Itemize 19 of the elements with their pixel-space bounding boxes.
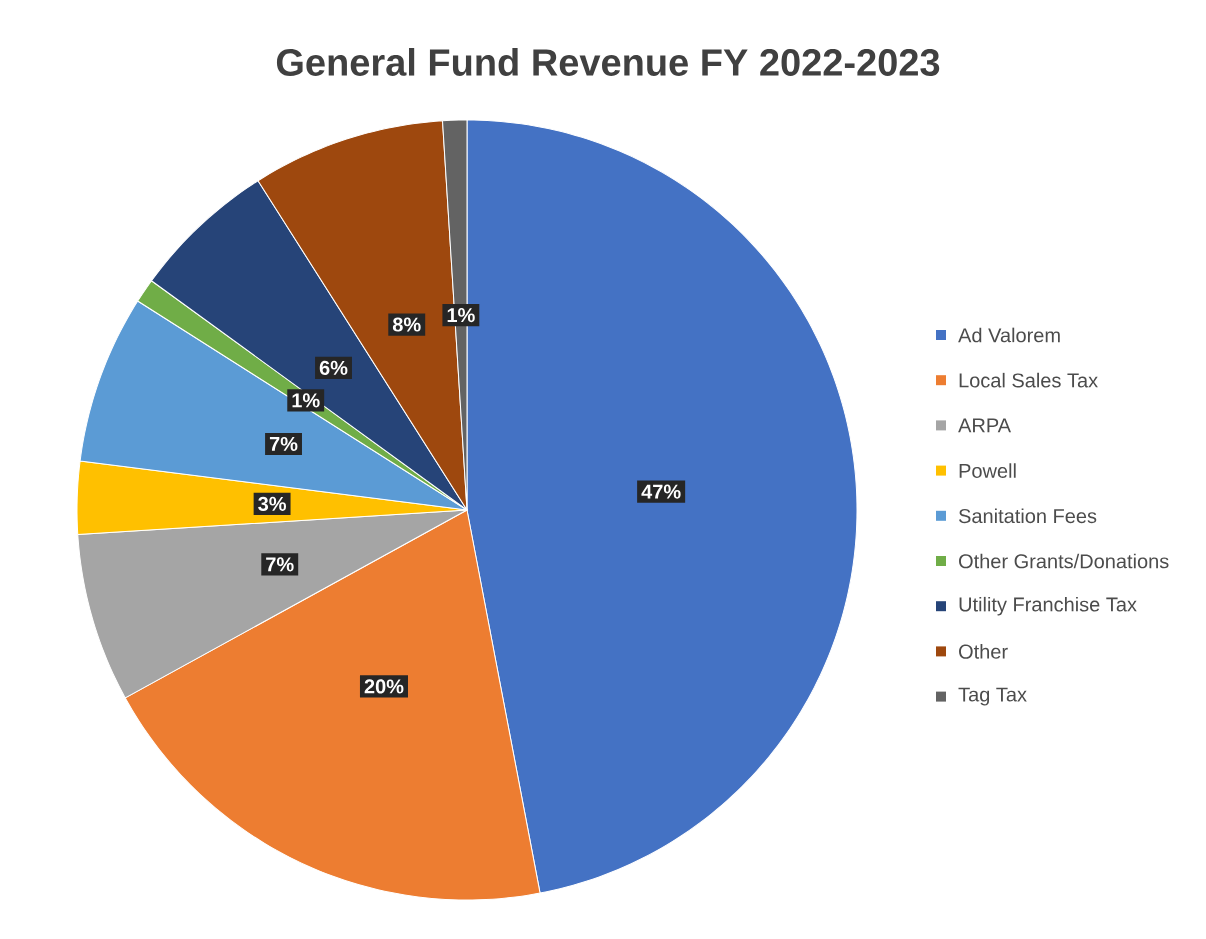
legend-label: Powell — [959, 463, 1016, 478]
chart-title: General Fund Revenue FY 2022-2023 — [276, 48, 940, 76]
legend-label: ARPA — [958, 418, 1012, 433]
legend-label: Local Sales Tax — [959, 372, 1098, 388]
data-label: 1% — [292, 393, 320, 408]
legend-label: Sanitation Fees — [958, 508, 1097, 524]
data-label: 3% — [258, 496, 287, 511]
data-label: 1% — [447, 308, 475, 323]
data-label: 7% — [266, 557, 294, 572]
legend-label: Other Grants/Donations — [959, 553, 1169, 569]
legend-label: Utility Franchise Tax — [959, 596, 1137, 616]
data-label: 8% — [392, 317, 421, 332]
data-label: 7% — [269, 436, 298, 451]
legend-label: Other — [959, 644, 1008, 659]
legend-label: Tag Tax — [958, 687, 1027, 706]
legend-label: Ad Valorem — [958, 327, 1060, 343]
data-label: 47% — [641, 484, 681, 499]
data-label: 20% — [364, 679, 404, 694]
data-label: 6% — [319, 360, 348, 375]
